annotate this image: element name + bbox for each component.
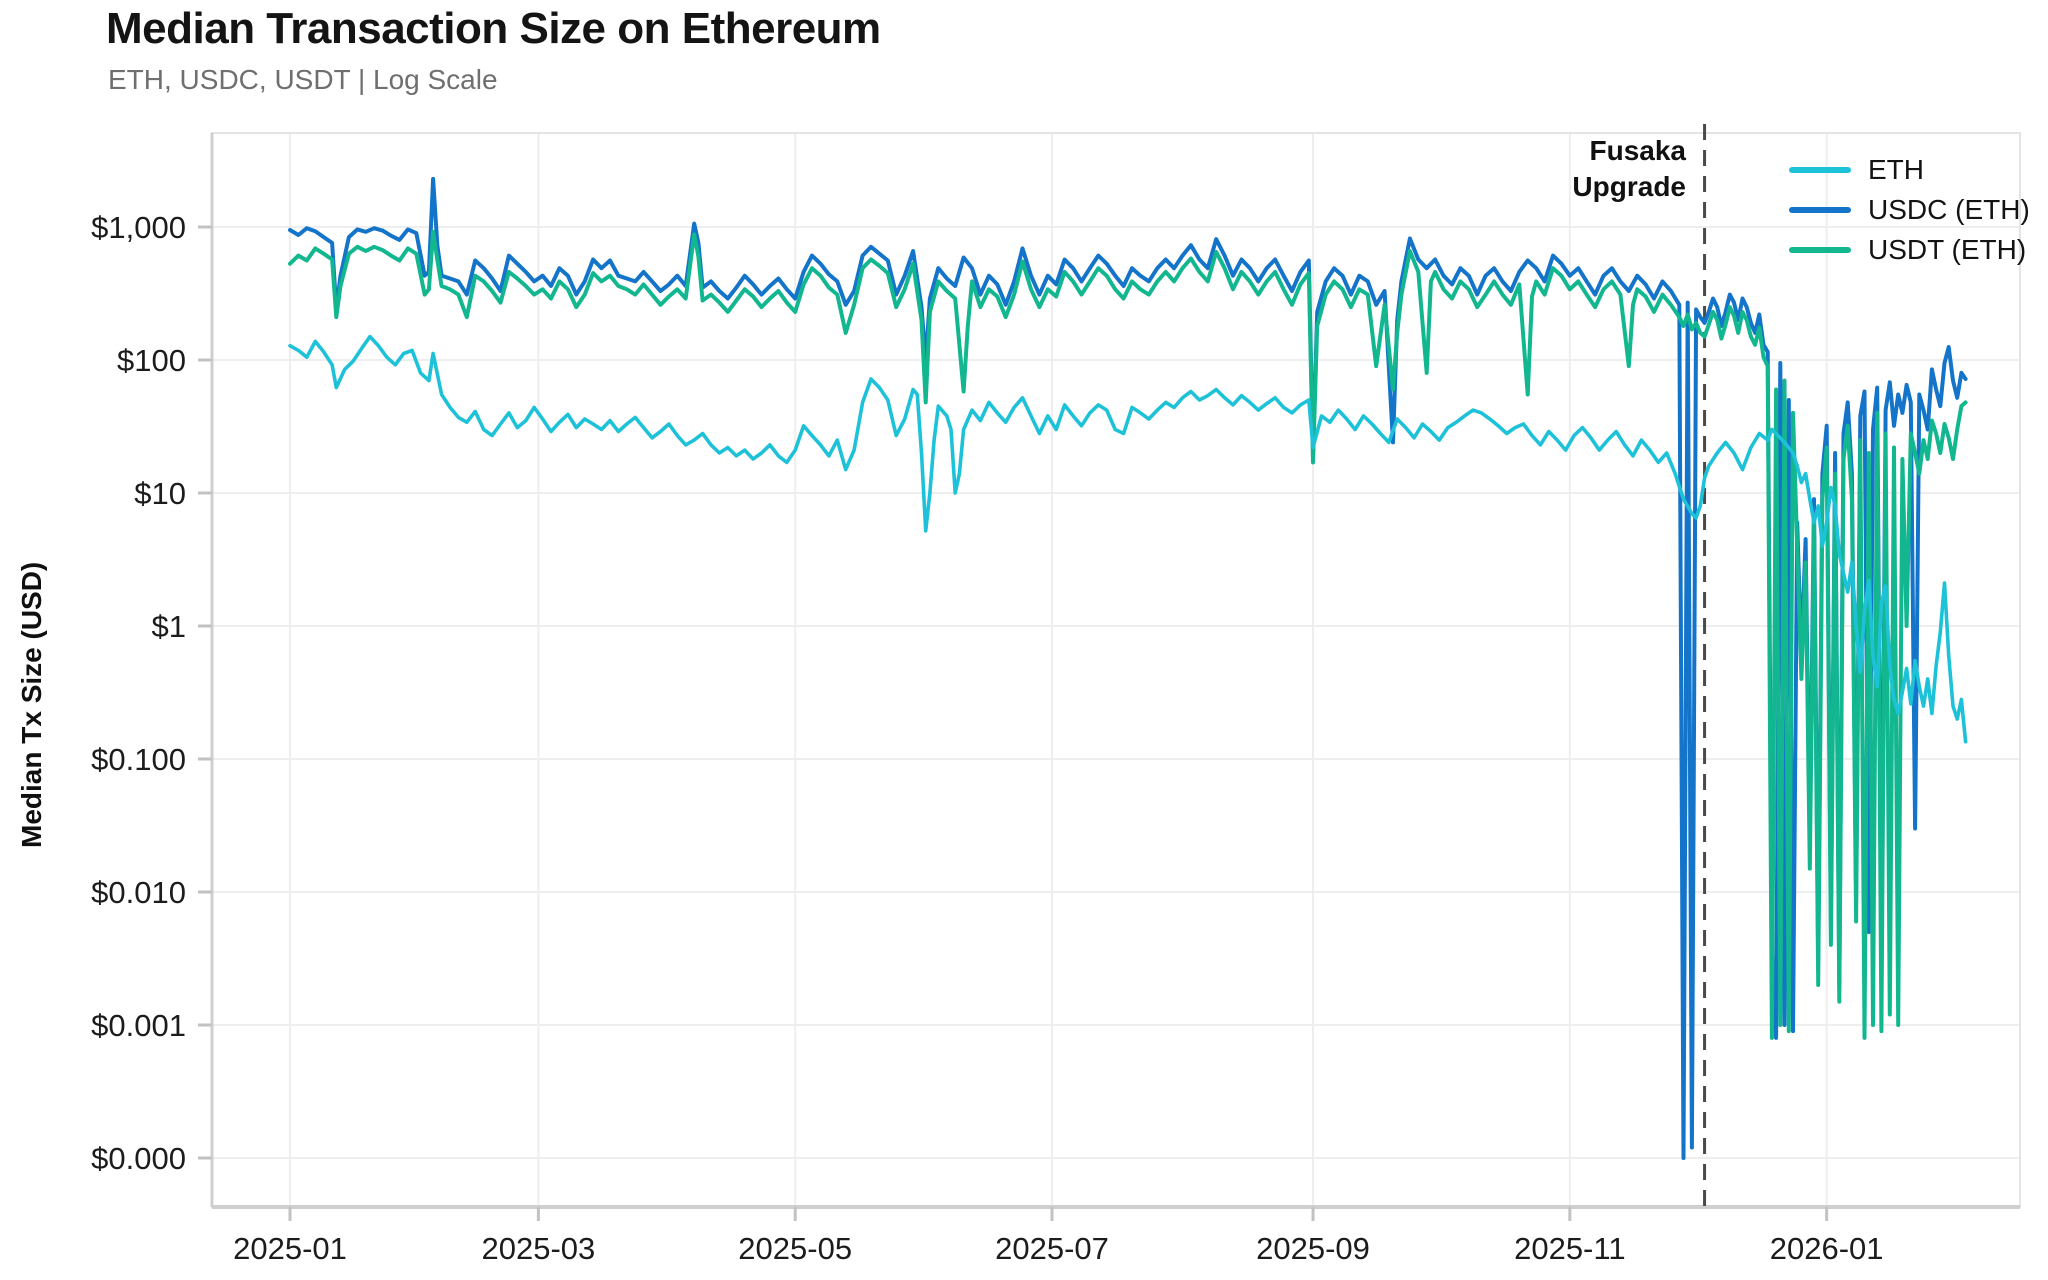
- legend-swatch-usdc: [1789, 207, 1851, 213]
- x-tick-label: 2025-07: [995, 1231, 1109, 1266]
- legend-row-usdc: USDC (ETH): [1789, 190, 2030, 230]
- x-tick-label: 2025-01: [233, 1231, 347, 1266]
- x-tick-label: 2025-03: [481, 1231, 595, 1266]
- y-tick-label: $0.000: [91, 1141, 186, 1176]
- y-tick-label: $1,000: [91, 210, 186, 245]
- series-line-usdt-eth: [288, 229, 1968, 1040]
- y-tick-label: $1: [152, 609, 186, 644]
- plot-border: [211, 132, 2021, 1208]
- legend-row-usdt: USDT (ETH): [1789, 230, 2030, 270]
- legend-swatch-eth: [1789, 167, 1851, 173]
- legend-label-eth: ETH: [1868, 154, 1924, 185]
- x-tick-label: 2025-05: [738, 1231, 852, 1266]
- x-tick-label: 2025-09: [1256, 1231, 1370, 1266]
- legend-label-usdc: USDC (ETH): [1868, 194, 2030, 225]
- y-tick-label: $0.001: [91, 1008, 186, 1043]
- y-tick-label: $0.010: [91, 875, 186, 910]
- y-tick-label: $10: [134, 476, 186, 511]
- legend-row-eth: ETH: [1789, 150, 2030, 190]
- chart-subtitle: ETH, USDC, USDT | Log Scale: [108, 64, 498, 95]
- legend-swatch-usdt: [1789, 247, 1851, 253]
- legend-label-usdt: USDT (ETH): [1868, 234, 2027, 265]
- x-tick-label: 2025-11: [1514, 1231, 1625, 1266]
- series-line-eth: [288, 334, 1968, 744]
- x-tick-label: 2026-01: [1770, 1231, 1884, 1266]
- chart-title: Median Transaction Size on Ethereum: [106, 4, 881, 53]
- y-tick-label: $0.100: [91, 742, 186, 777]
- legend: ETH USDC (ETH) USDT (ETH): [1789, 150, 2030, 270]
- event-annotation-fusaka: Fusaka Upgrade: [1572, 135, 1686, 202]
- series-line-usdc-eth: [288, 176, 1968, 1160]
- y-tick-label: $100: [117, 343, 186, 378]
